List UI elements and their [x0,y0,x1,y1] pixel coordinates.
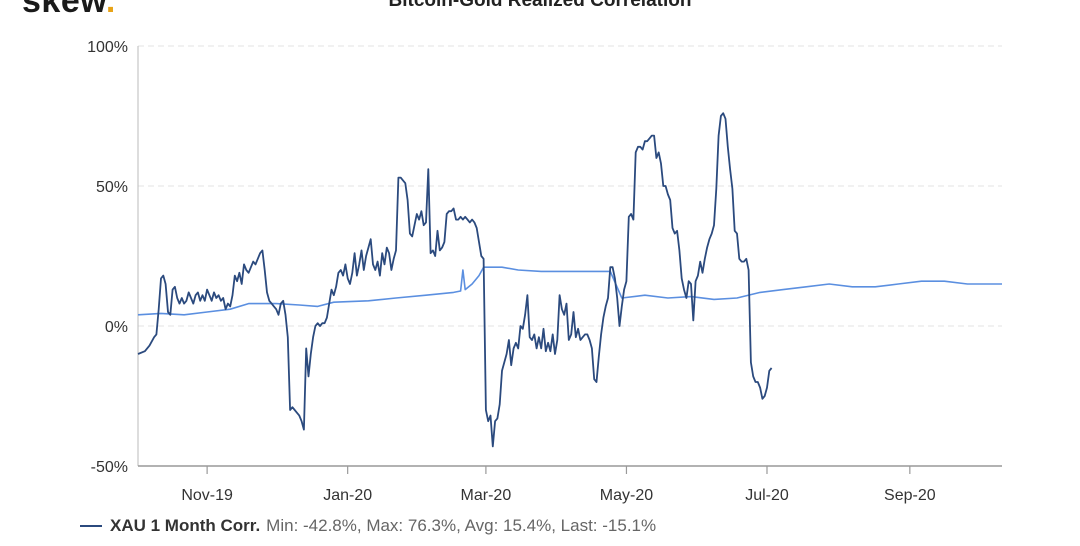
x-tick-label: Jul-20 [745,487,789,504]
x-tick-label: May-20 [600,487,653,504]
legend-series-name: XAU 1 Month Corr. [110,516,261,535]
x-tick-label: Nov-19 [181,487,233,504]
series-line-average [137,266,1002,316]
y-tick-label: -50% [91,459,128,476]
y-tick-label: 100% [87,39,128,56]
x-tick-label: Mar-20 [461,487,512,504]
legend-swatch [80,525,102,527]
brand-logo: skew. [22,0,116,21]
y-tick-label: 0% [105,319,128,336]
brand-dot: . [105,0,116,20]
x-tick-label: Jan-20 [323,487,372,504]
chart-title: Bitcoin-Gold Realized Correlation [388,0,692,11]
brand-name: skew [22,0,106,20]
legend-stats: Min: -42.8%, Max: 76.3%, Avg: 15.4%, Las… [266,516,657,535]
legend[interactable]: XAU 1 Month Corr. Min: -42.8%, Max: 76.3… [80,516,656,536]
grid-lines [138,45,1002,327]
x-tick-label: Sep-20 [884,487,936,504]
series-line-xau-1m-corr [137,112,773,448]
y-tick-label: 50% [96,179,128,196]
x-axis: Nov-19 Jan-20 Mar-20 May-20 Jul-20 Sep-20 [138,465,1002,504]
y-axis: -50% 0% 50% 100% [87,39,139,476]
series-group [137,112,1002,448]
